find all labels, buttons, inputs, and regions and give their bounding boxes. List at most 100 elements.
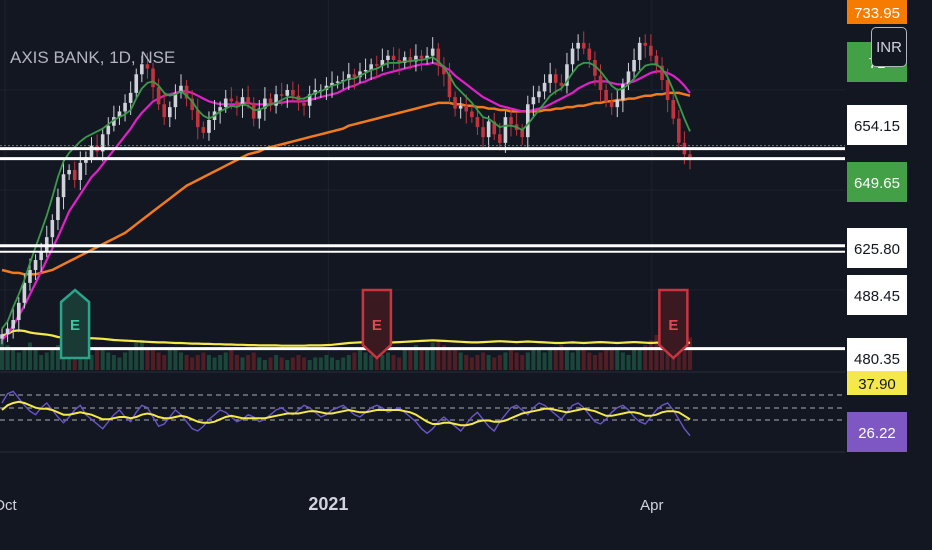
volume-bar <box>27 342 32 370</box>
volume-bar <box>576 350 581 370</box>
volume-bar <box>324 355 329 370</box>
volume-bar <box>145 347 150 370</box>
volume-bar <box>240 357 245 370</box>
volume-bar <box>441 345 446 370</box>
candle-body <box>56 197 60 220</box>
volume-bar <box>419 350 424 370</box>
volume-bar <box>497 355 502 370</box>
volume-bar <box>604 350 609 370</box>
ma-fast-line <box>1 56 691 330</box>
volume-bar <box>302 357 307 370</box>
candle-body <box>626 71 631 85</box>
horizontal-levels[interactable] <box>0 145 845 351</box>
currency-button[interactable]: INR <box>871 27 907 67</box>
time-axis: Oct2021AprJulOct2022AprJul <box>0 454 932 550</box>
volume-bar <box>184 355 189 370</box>
candle-body <box>425 55 429 59</box>
rsi-background <box>0 372 845 452</box>
time-tick-label: Apr <box>640 497 663 514</box>
volume-bar <box>402 350 407 370</box>
volume-bar <box>212 357 217 370</box>
candle-body <box>89 145 94 158</box>
volume-bar <box>156 352 161 370</box>
volume-bar <box>581 347 586 370</box>
volume-bar <box>335 360 340 370</box>
volume-bar <box>44 352 49 370</box>
candle-body <box>503 117 508 143</box>
volume-bar <box>559 345 564 370</box>
candle-body <box>61 174 66 198</box>
volume-bar <box>95 350 100 370</box>
candle-body <box>78 162 83 180</box>
candle-body <box>430 48 435 56</box>
volume-bar <box>330 357 335 370</box>
volume-bar <box>55 345 60 370</box>
candle-body <box>581 42 586 49</box>
volume-bar <box>453 347 458 370</box>
candle-body <box>240 97 245 106</box>
volume-bar <box>139 340 144 370</box>
earnings-marker-miss[interactable]: E <box>658 288 689 360</box>
earnings-badge <box>658 288 689 360</box>
candle-body <box>391 55 396 60</box>
volume-bar <box>380 355 385 370</box>
volume-bar <box>676 345 681 370</box>
candle-body <box>346 74 351 80</box>
volume-bar <box>246 355 251 370</box>
volume-bar <box>654 335 659 370</box>
ma-mid-line <box>1 61 691 341</box>
candle-body <box>173 92 178 108</box>
candle-body <box>218 107 222 112</box>
candle-body <box>106 125 111 135</box>
candle-body <box>22 282 27 303</box>
volume-bar <box>5 345 10 370</box>
volume-bar <box>458 352 463 370</box>
volume-bar <box>548 350 553 370</box>
candle-body <box>559 82 564 86</box>
candle-body <box>576 42 580 49</box>
candle-body <box>263 98 267 109</box>
candle-body <box>481 127 485 138</box>
volume-bar <box>486 355 491 370</box>
candle-body <box>33 260 38 270</box>
candle-body <box>358 71 362 78</box>
candle-body <box>525 104 530 138</box>
earnings-marker-miss[interactable]: E <box>361 288 393 360</box>
candle-body <box>621 84 625 100</box>
volume-bar <box>374 357 379 370</box>
candle-body <box>140 64 144 75</box>
candles <box>0 31 692 345</box>
volume-bar <box>615 350 620 370</box>
volume-bar <box>632 350 637 370</box>
volume-bar <box>357 350 362 370</box>
candle-body <box>531 97 536 105</box>
volume-bar <box>16 352 21 370</box>
volume-bar <box>492 357 497 370</box>
rsi-label-tag <box>847 371 907 395</box>
volume-bar <box>598 352 603 370</box>
volume-bar <box>67 350 72 370</box>
earnings-marker-past[interactable]: E <box>59 288 91 360</box>
candle-body <box>442 65 446 75</box>
candle-body <box>436 48 441 66</box>
candle-body <box>246 97 250 103</box>
earnings-markers[interactable]: EEEEEEEE <box>59 288 932 360</box>
volume-bar <box>671 350 676 370</box>
candle-body <box>0 334 4 339</box>
price-label-tag <box>847 162 907 202</box>
ma-slow-path <box>1 91 691 276</box>
candle-body <box>285 90 290 96</box>
volume-bar <box>89 355 94 370</box>
candle-body <box>274 94 278 106</box>
volume-bar <box>218 355 223 370</box>
volume-bar <box>100 347 105 370</box>
volume-bar <box>531 350 536 370</box>
volume-bar <box>251 352 256 370</box>
volume-bar <box>117 357 122 370</box>
volume-bar <box>660 342 665 370</box>
candle-body <box>229 98 234 102</box>
candle-body <box>475 117 480 128</box>
volume-bar <box>201 352 206 370</box>
